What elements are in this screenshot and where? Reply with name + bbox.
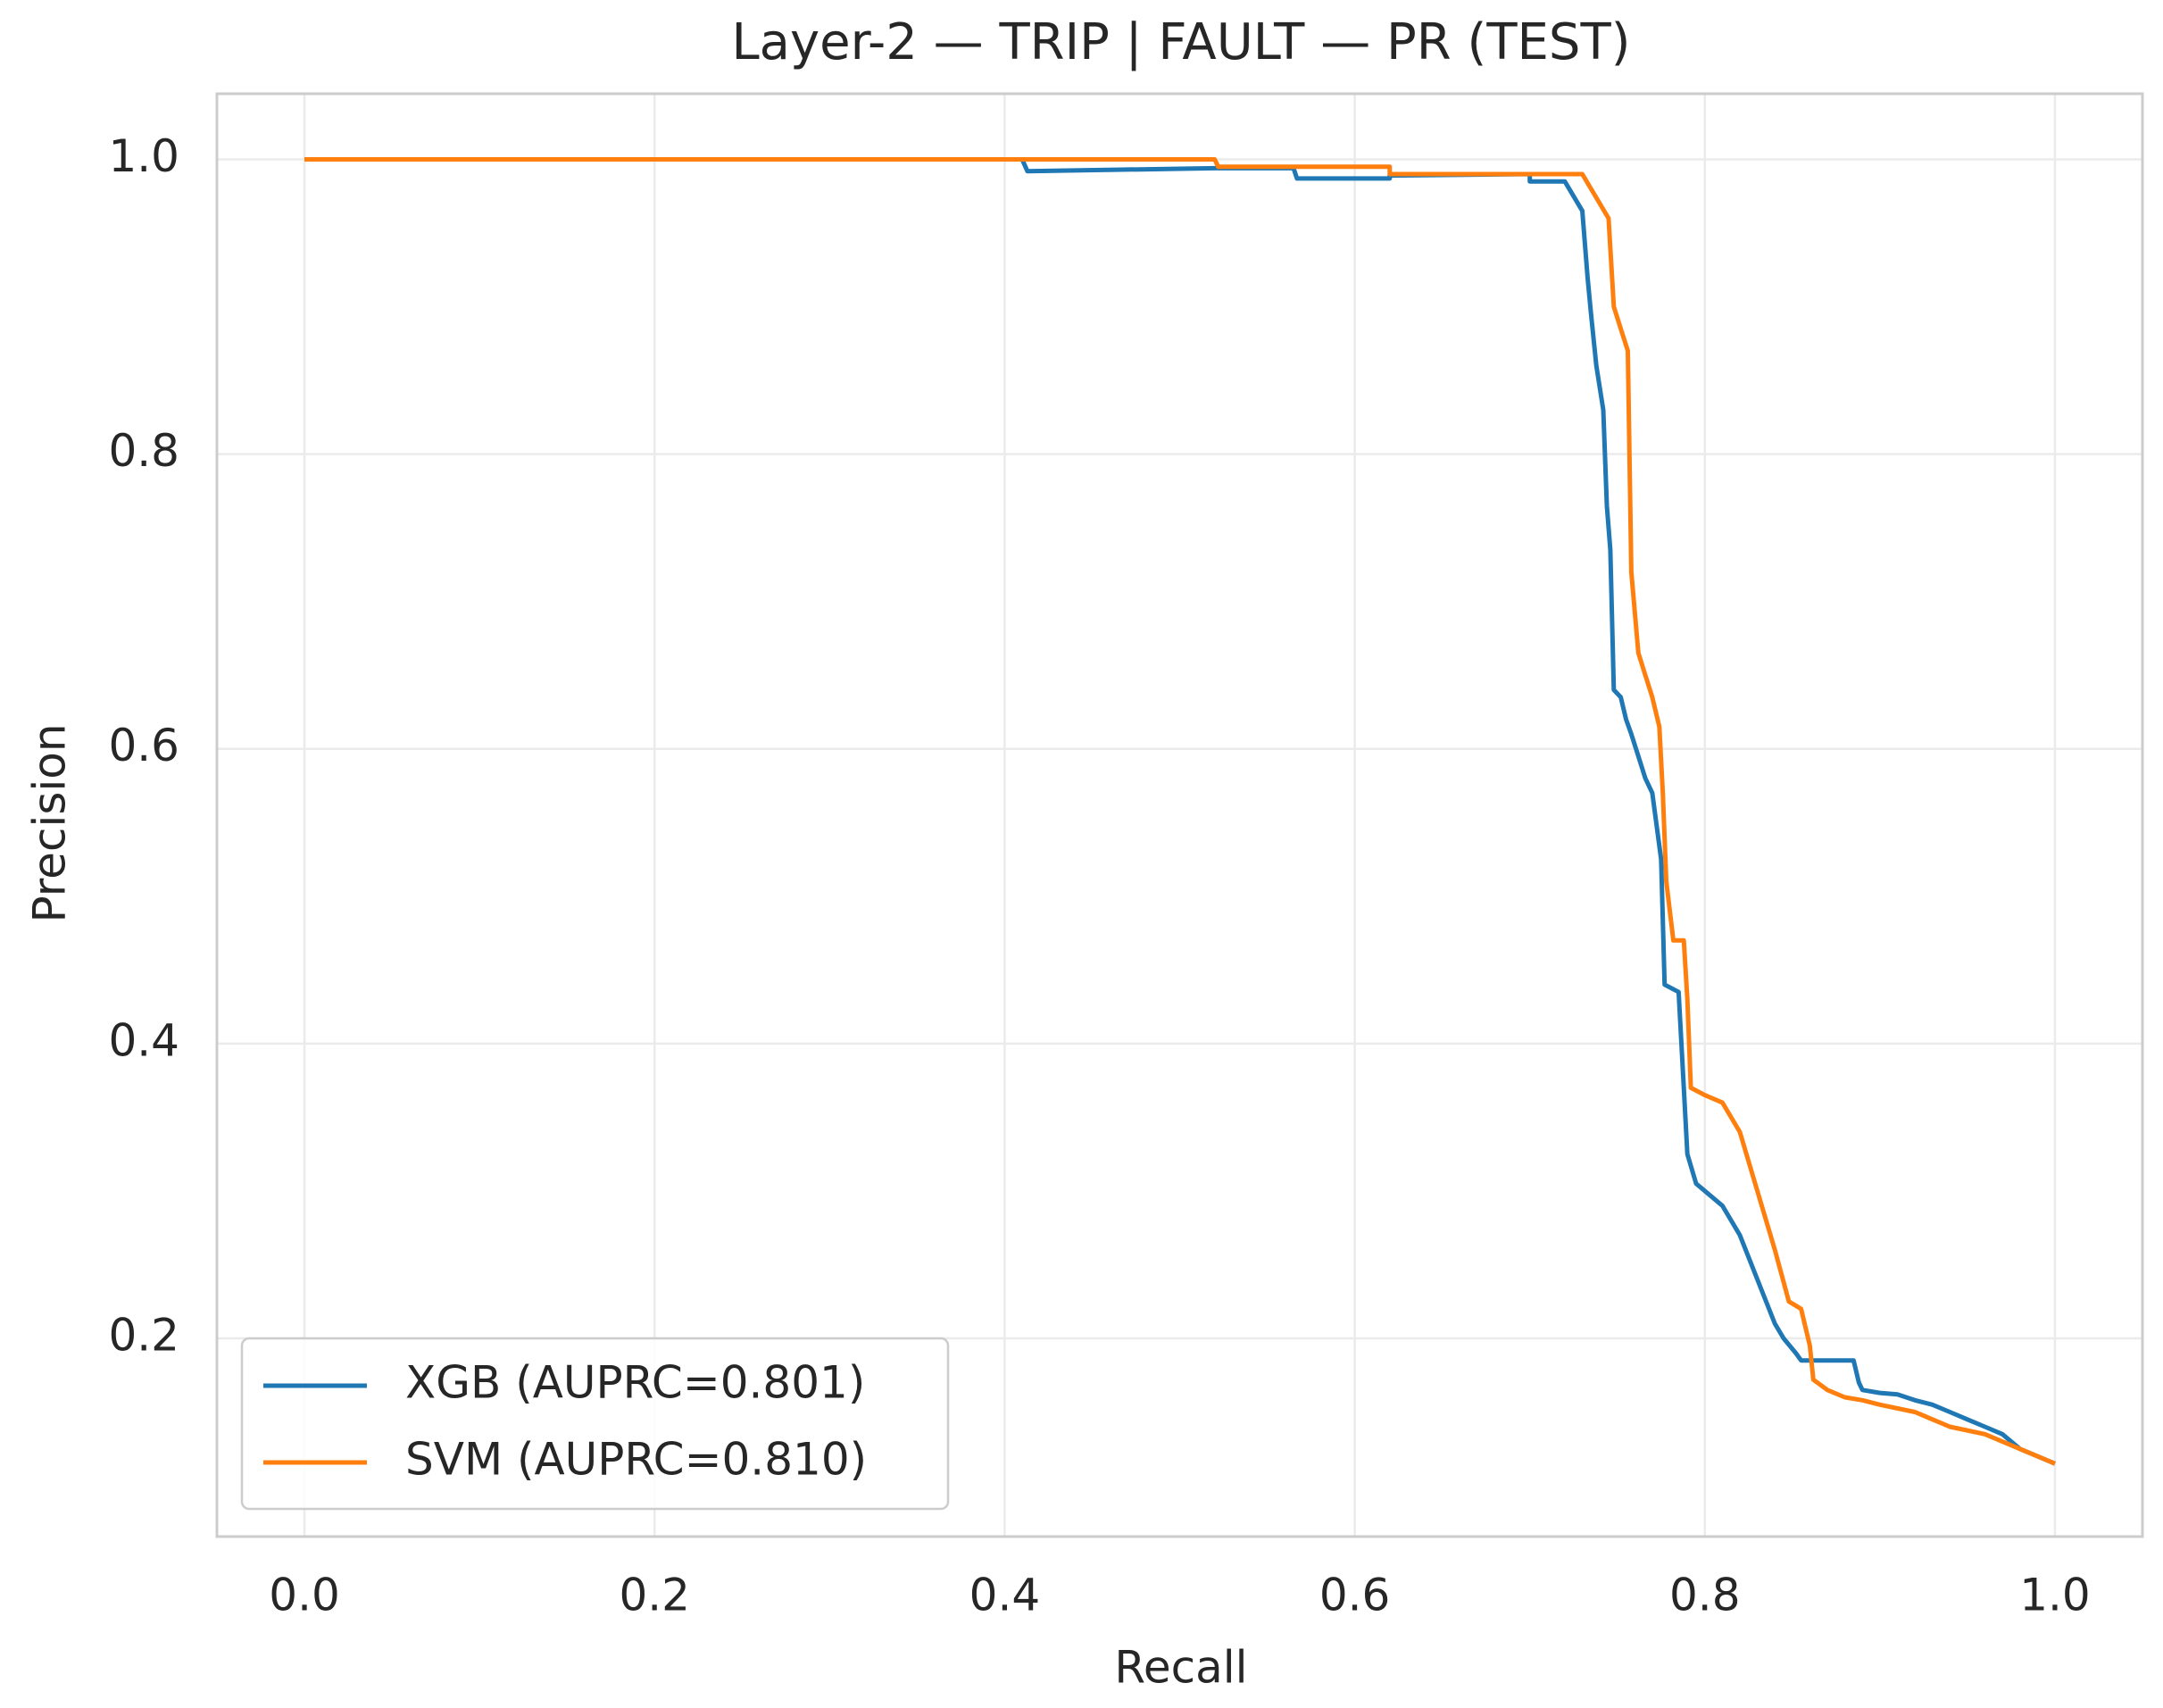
series-line [304,157,2056,1466]
chart-title: Layer-2 — TRIP | FAULT — PR (TEST) [731,13,1630,71]
x-tick-label: 0.6 [1319,1570,1391,1621]
x-tick-label: 0.2 [619,1570,690,1621]
series-line [304,157,2056,1466]
y-tick-label: 1.0 [108,130,179,182]
legend-box [240,1337,950,1511]
plot-frame [215,92,2144,1538]
x-tick-label: 0.4 [969,1570,1041,1621]
x-tick-label: 0.0 [269,1570,340,1621]
legend-label: SVM (AUPRC=0.810) [405,1434,867,1486]
legend-label: XGB (AUPRC=0.801) [405,1357,865,1409]
x-tick-label: 1.0 [2019,1570,2091,1621]
y-axis-label: Precision [24,723,76,922]
y-tick-label: 0.6 [108,720,179,771]
y-tick-label: 0.4 [108,1014,179,1066]
y-tick-label: 0.8 [108,425,179,477]
x-tick-label: 0.8 [1669,1570,1741,1621]
y-tick-label: 0.2 [108,1309,179,1361]
x-axis-label: Recall [1114,1642,1247,1694]
